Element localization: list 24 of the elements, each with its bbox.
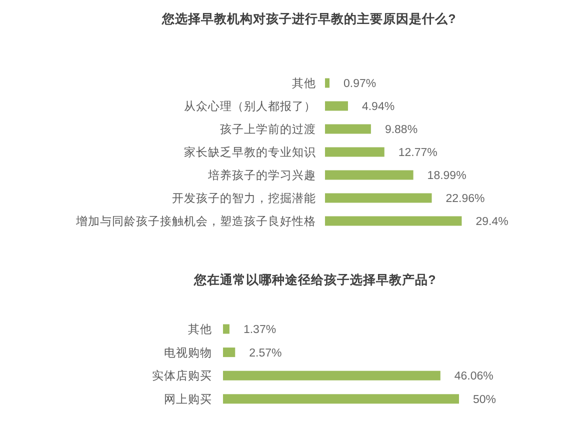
value-label: 50% bbox=[473, 394, 496, 406]
category-label: 家长缺乏早教的专业知识 bbox=[184, 147, 316, 159]
category-label: 增加与同龄孩子接触机会，塑造孩子良好性格 bbox=[76, 216, 316, 228]
category-label: 电视购物 bbox=[164, 347, 212, 360]
category-label: 其他 bbox=[292, 78, 316, 90]
title: 您在通常以哪种途径给孩子选择早教产品? bbox=[194, 273, 436, 287]
title: 您选择早教机构对孩子进行早教的主要原因是什么? bbox=[162, 12, 456, 26]
value-label: 46.06% bbox=[454, 370, 494, 383]
category-label: 开发孩子的智力，挖掘潜能 bbox=[172, 193, 316, 205]
category-label: 网上购买 bbox=[164, 394, 212, 406]
value-label: 9.88% bbox=[384, 124, 418, 136]
category-label: 其他 bbox=[188, 324, 212, 336]
value-label: 22.96% bbox=[446, 193, 485, 205]
category-label: 实体店购买 bbox=[152, 370, 212, 383]
value-label: 4.94% bbox=[362, 101, 395, 113]
value-label: 0.97% bbox=[344, 78, 376, 90]
category-label: 孩子上学前的过渡 bbox=[220, 124, 316, 136]
category-label: 从众心理（别人都报了） bbox=[184, 101, 316, 113]
category-label: 培养孩子的学习兴趣 bbox=[208, 170, 316, 182]
value-label: 29.4% bbox=[476, 216, 508, 228]
value-label: 1.37% bbox=[243, 324, 276, 336]
value-label: 18.99% bbox=[427, 170, 466, 182]
value-label: 12.77% bbox=[398, 147, 438, 159]
value-label: 2.57% bbox=[249, 347, 282, 360]
